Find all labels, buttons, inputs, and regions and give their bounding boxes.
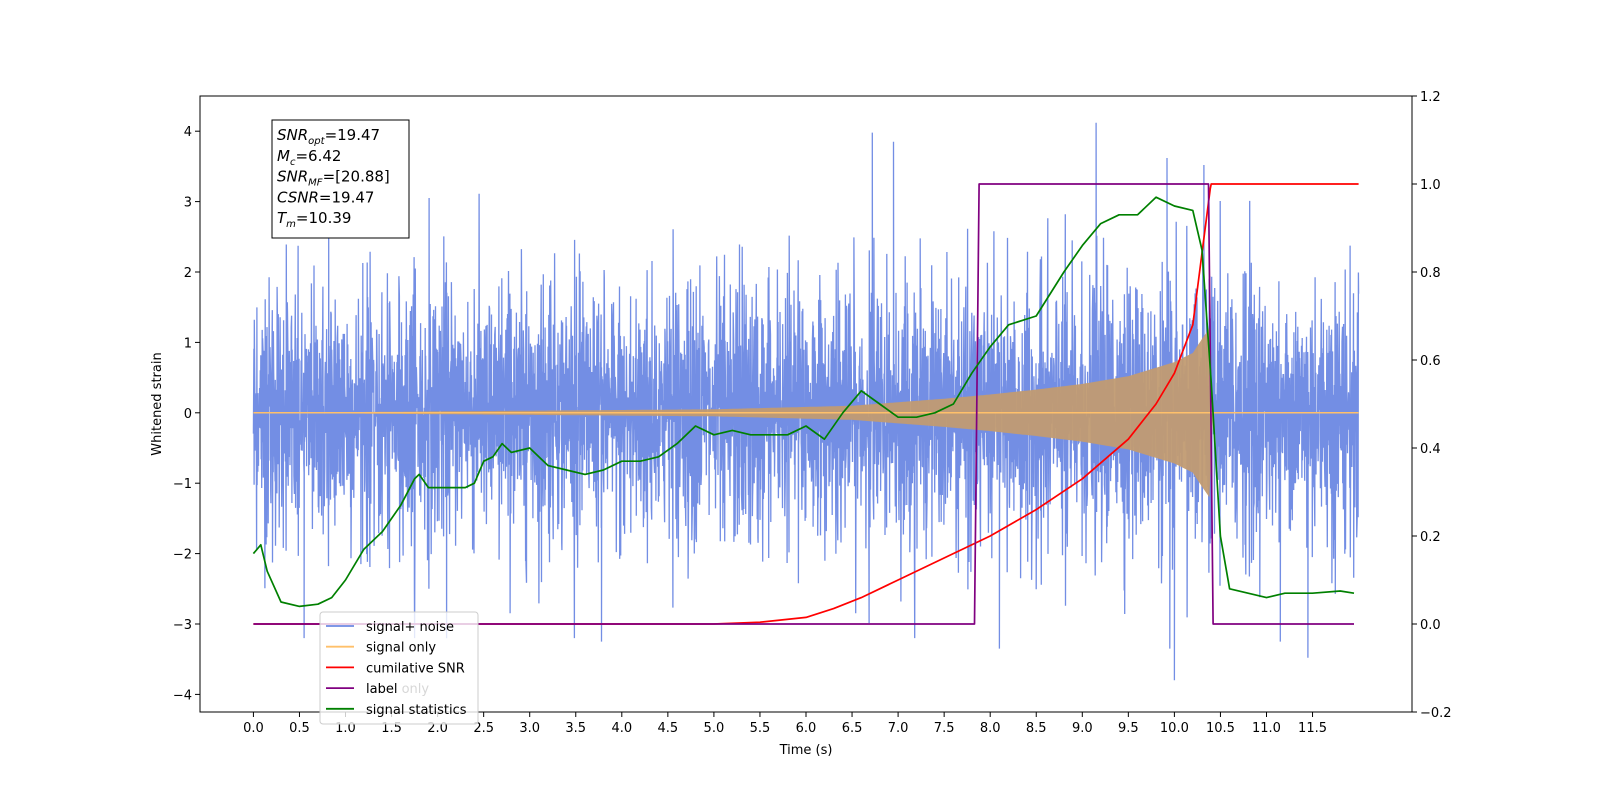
y-tick-label: −2 [173,548,192,563]
y-tick-label: −1 [173,477,192,492]
y-right-tick-label: −0.2 [1420,706,1452,721]
y-right-tick-label: 0.6 [1420,354,1441,369]
y-tick-label: 1 [184,336,192,351]
y-tick-label: 2 [184,266,192,281]
series-label [253,183,1354,625]
y-right-tick-label: 1.0 [1420,178,1441,193]
x-tick-label: 9.0 [1072,721,1093,736]
legend-label: cumilative SNR [366,661,465,676]
y-tick-label: −3 [173,618,192,633]
x-tick-label: 1.0 [335,721,356,736]
annotation-line: Mc=6.42 [277,147,341,168]
x-tick-label: 5.0 [704,721,725,736]
legend-label: label [366,682,397,697]
x-axis-label: Time (s) [779,743,833,758]
x-tick-label: 6.5 [842,721,863,736]
x-tick-label: 1.5 [381,721,402,736]
x-tick-label: 0.5 [289,721,310,736]
annotation-line: CSNR=19.47 [277,188,374,206]
x-tick-label: 6.0 [796,721,817,736]
x-tick-label: 11.0 [1252,721,1281,736]
x-tick-label: 10.0 [1160,721,1189,736]
series-cumilative-snr [253,183,1359,625]
y-right-tick-label: 0.0 [1420,618,1441,633]
x-tick-label: 8.0 [980,721,1001,736]
y-right-tick-label: 0.2 [1420,530,1441,545]
y-axis-label: Whitened strain [150,352,165,455]
y-tick-label: 0 [184,407,192,422]
legend-frame [319,611,479,725]
annotation-line: Tm=10.39 [277,209,351,230]
x-tick-label: 7.5 [934,721,955,736]
series-signal-statistics [252,196,1355,608]
x-tick-label: 11.5 [1298,721,1327,736]
y-tick-label: −4 [173,688,192,703]
y-right-tick-label: 1.2 [1420,90,1441,105]
x-tick-label: 4.0 [611,721,632,736]
axes: 0.0 0.5 1.0 1.5 2.0 2.5 3.0 3.5 4.0 4.5 5.0 5.5 6.0 6… [150,90,1452,758]
legend: label only signal+ noise signal only cumila… [319,611,479,725]
x-tick-label: 4.5 [658,721,679,736]
x-tick-label: 2.0 [427,721,448,736]
x-tick-label: 9.5 [1118,721,1139,736]
legend-obscured-label: label only [366,682,429,697]
annotation-box: SNRopt=19.47Mc=6.42SNRMF=[20.88]CSNR=19.… [271,119,410,239]
y-right-tick-label: 0.8 [1420,266,1441,281]
x-tick-label: 8.5 [1026,721,1047,736]
legend-label: signal+ noise [366,620,454,635]
annotation-line: SNRopt=19.47 [277,126,380,147]
x-tick-label: 7.0 [888,721,909,736]
x-tick-label: 3.5 [565,721,586,736]
series-signal-noise [252,122,1360,681]
x-tick-label: 10.5 [1206,721,1235,736]
legend-label: signal statistics [366,703,467,718]
x-tick-label: 2.5 [473,721,494,736]
y-tick-label: 4 [184,125,192,140]
legend-label: signal only [366,641,436,656]
x-tick-label: 5.5 [750,721,771,736]
y-right-tick-label: 0.4 [1420,442,1441,457]
annotation-frame [271,119,410,239]
x-tick-label: 3.0 [519,721,540,736]
x-tick-label: 0.0 [243,721,264,736]
y-tick-label: 3 [184,196,192,211]
annotation-line: SNRMF=[20.88] [277,168,390,189]
plot-area [252,122,1360,681]
